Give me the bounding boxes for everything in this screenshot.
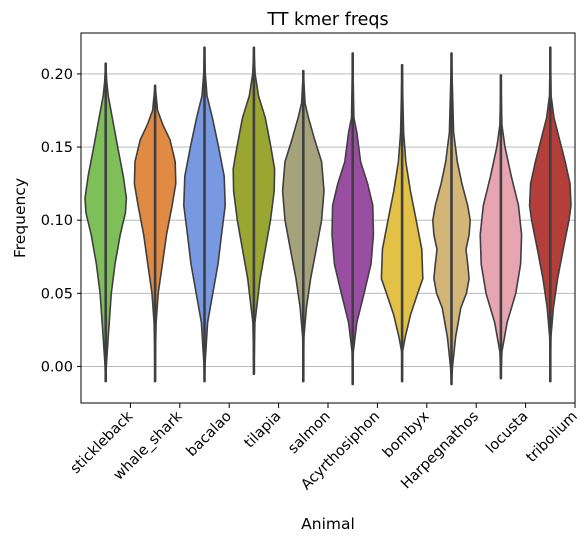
x-tick-label: tribolium xyxy=(523,409,580,466)
y-tick-label: 0.00 xyxy=(41,359,73,375)
y-axis-ticks: 0.00 0.05 0.10 0.15 0.20 xyxy=(41,67,81,375)
x-axis-label: Animal xyxy=(301,515,355,533)
y-tick-label: 0.10 xyxy=(41,213,73,229)
y-tick-label: 0.15 xyxy=(41,140,73,156)
x-tick-label: tilapia xyxy=(241,409,284,452)
y-axis-label: Frequency xyxy=(11,178,29,258)
y-tick-label: 0.05 xyxy=(41,286,73,302)
x-tick-label: bacalao xyxy=(184,408,236,460)
x-tick-label: salmon xyxy=(285,409,334,458)
x-tick-label: locusta xyxy=(483,409,531,457)
violins xyxy=(84,46,572,386)
y-tick-label: 0.20 xyxy=(41,67,73,83)
chart-title: TT kmer freqs xyxy=(266,10,388,30)
